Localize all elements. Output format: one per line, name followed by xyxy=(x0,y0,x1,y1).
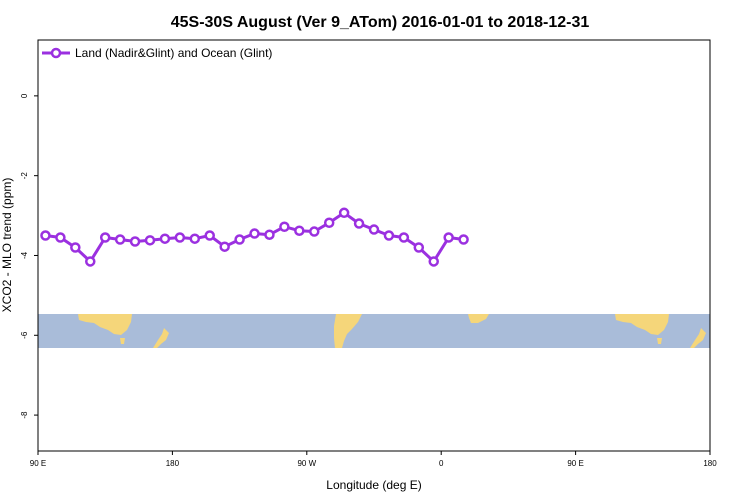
data-point-10 xyxy=(189,233,201,244)
y-axis-label: XCO2 - MLO trend (ppm) xyxy=(0,178,14,313)
series-group xyxy=(40,207,469,267)
y-tick-label: -4 xyxy=(20,251,29,259)
land-south-america xyxy=(334,314,362,348)
y-tick-label: -6 xyxy=(20,331,29,339)
chart-title: 45S-30S August (Ver 9_ATom) 2016-01-01 t… xyxy=(171,14,590,31)
data-point-27 xyxy=(443,232,454,243)
land-south-africa xyxy=(468,314,489,323)
data-point-9 xyxy=(174,232,186,243)
data-point-5 xyxy=(114,234,126,245)
x-tick-label: 180 xyxy=(703,459,717,468)
legend-label: Land (Nadir&Glint) and Ocean (Glint) xyxy=(75,46,272,60)
data-point-24 xyxy=(398,232,410,243)
data-point-20 xyxy=(338,207,350,219)
y-tick-label: -8 xyxy=(20,411,29,419)
x-axis-label: Longitude (deg E) xyxy=(326,478,421,492)
x-tick-label: 180 xyxy=(166,459,180,468)
legend-marker xyxy=(50,47,62,59)
data-point-13 xyxy=(234,234,245,245)
land-new-zealand-repeat xyxy=(690,328,706,348)
x-tick-label: 90 E xyxy=(30,459,46,468)
ocean-band xyxy=(38,314,710,348)
data-point-17 xyxy=(294,225,305,236)
y-tick-label: -2 xyxy=(20,172,29,180)
x-tick-label: 90 E xyxy=(567,459,583,468)
data-point-11 xyxy=(204,230,215,241)
data-point-25 xyxy=(413,242,425,253)
data-point-21 xyxy=(353,218,365,229)
data-point-0 xyxy=(40,230,51,241)
x-tick-label: 90 W xyxy=(297,459,316,468)
data-point-26 xyxy=(428,256,439,267)
data-point-15 xyxy=(264,229,275,240)
land-tasmania-repeat xyxy=(657,338,662,344)
data-point-4 xyxy=(99,232,111,243)
x-axis: 90 E 180 90 W 0 90 E 180 xyxy=(30,451,717,468)
x-tick-label: 0 xyxy=(439,459,444,468)
data-point-2 xyxy=(70,242,81,253)
background-map xyxy=(38,314,710,348)
data-point-14 xyxy=(249,228,260,239)
land-australia-repeat xyxy=(615,314,669,335)
land-new-zealand xyxy=(153,328,169,348)
data-point-8 xyxy=(159,233,171,244)
legend: Land (Nadir&Glint) and Ocean (Glint) xyxy=(42,46,272,60)
land-tasmania xyxy=(120,338,125,344)
data-point-19 xyxy=(323,217,335,229)
data-point-1 xyxy=(55,232,66,243)
plot-frame xyxy=(37,39,711,452)
land-australia xyxy=(78,314,132,335)
y-tick-label: 0 xyxy=(20,93,29,98)
data-point-6 xyxy=(129,236,141,247)
data-point-12 xyxy=(219,241,230,252)
data-point-16 xyxy=(279,221,290,232)
data-point-18 xyxy=(309,226,320,237)
data-point-7 xyxy=(144,235,156,246)
data-point-3 xyxy=(85,256,96,267)
data-point-22 xyxy=(368,224,380,235)
y-axis: 0 -2 -4 -6 -8 xyxy=(20,93,38,419)
data-point-28 xyxy=(458,234,469,245)
data-point-23 xyxy=(383,230,395,241)
